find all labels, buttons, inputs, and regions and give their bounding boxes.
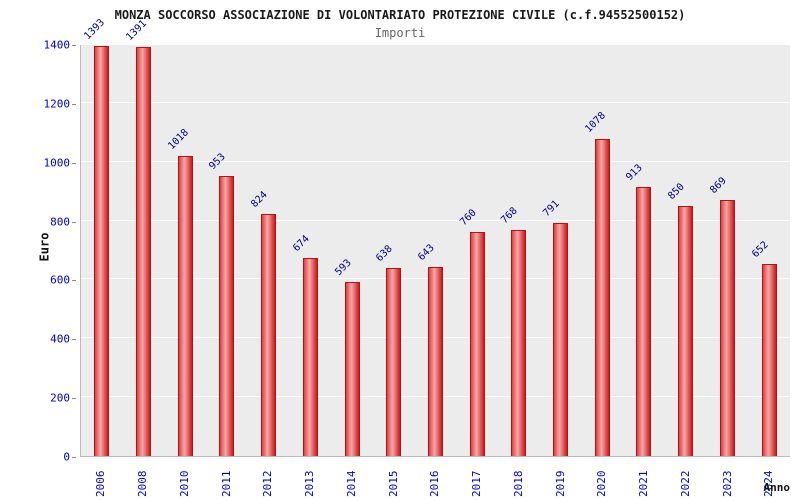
x-tick-label: 2006 bbox=[94, 470, 108, 498]
bar-value-label: 1078 bbox=[583, 109, 608, 135]
gridline bbox=[81, 101, 790, 103]
bar-value-label: 643 bbox=[416, 242, 437, 263]
x-tick-label: 2019 bbox=[553, 470, 567, 498]
bar-value-label: 760 bbox=[457, 207, 479, 229]
bar bbox=[136, 46, 152, 456]
y-tick-mark bbox=[72, 103, 76, 105]
y-tick-mark bbox=[72, 45, 76, 46]
y-tick-label: 600 bbox=[50, 273, 70, 287]
bar bbox=[219, 175, 235, 456]
bar bbox=[94, 46, 110, 456]
bar-value-label: 593 bbox=[332, 256, 354, 278]
bar bbox=[761, 264, 777, 456]
bar bbox=[427, 266, 443, 456]
bar bbox=[719, 200, 735, 456]
bar-value-label: 913 bbox=[624, 162, 646, 184]
x-tick-label: 2018 bbox=[511, 470, 525, 498]
bar bbox=[386, 268, 402, 456]
y-tick-label: 0 bbox=[63, 450, 70, 464]
bar-slot: 824 bbox=[249, 189, 277, 456]
y-tick-label: 800 bbox=[50, 215, 70, 229]
bar-slot: 913 bbox=[625, 163, 652, 456]
x-axis-title: Anno bbox=[763, 481, 791, 494]
bar-slot: 1393 bbox=[83, 17, 110, 456]
bar bbox=[511, 230, 527, 456]
bar bbox=[344, 281, 360, 456]
y-tick-mark bbox=[72, 457, 76, 458]
bar-value-label: 869 bbox=[708, 175, 729, 197]
bar bbox=[469, 232, 485, 456]
bar-slot: 674 bbox=[291, 233, 318, 456]
x-tick-label: 2011 bbox=[219, 470, 233, 498]
bar bbox=[177, 156, 193, 456]
x-tick-label: 2016 bbox=[428, 470, 442, 498]
bar-slot: 652 bbox=[750, 240, 777, 456]
bar-slot: 1391 bbox=[124, 18, 152, 456]
bar-value-label: 824 bbox=[249, 188, 270, 210]
x-tick-label: 2014 bbox=[344, 470, 358, 498]
plot-area: 1393 1391 1018 953 824 674 593 638 643 760 768 791 1… bbox=[80, 17, 790, 457]
bar-slot: 643 bbox=[416, 242, 443, 456]
y-tick-label: 1000 bbox=[43, 156, 71, 170]
bar-slot: 1078 bbox=[583, 110, 610, 456]
bar-value-label: 1018 bbox=[165, 127, 191, 153]
y-tick-label: 1200 bbox=[43, 97, 71, 111]
bar-value-label: 791 bbox=[541, 198, 562, 220]
y-axis: 0 200 400 600 800 1000 1200 1400 bbox=[0, 39, 76, 464]
x-tick-label: 2010 bbox=[177, 470, 191, 498]
x-tick-label: 2021 bbox=[637, 470, 651, 498]
x-tick-label: 2015 bbox=[386, 470, 400, 498]
y-axis-title: Euro bbox=[37, 232, 52, 262]
bar bbox=[261, 213, 277, 456]
x-tick-label: 2013 bbox=[303, 470, 317, 498]
bar-value-label: 674 bbox=[291, 233, 312, 254]
chart-subtitle: Importi bbox=[374, 26, 426, 40]
bar-slot: 593 bbox=[333, 257, 360, 456]
gridline bbox=[81, 43, 790, 44]
bar bbox=[594, 138, 610, 456]
y-tick-mark bbox=[72, 339, 76, 341]
x-tick-label: 2020 bbox=[595, 470, 609, 498]
bar-value-label: 953 bbox=[207, 150, 229, 172]
bar-value-label: 638 bbox=[374, 243, 396, 265]
y-tick-mark bbox=[72, 280, 76, 282]
x-tick-label: 2023 bbox=[720, 470, 734, 498]
y-tick-label: 400 bbox=[50, 332, 70, 346]
chart-title: MONZA SOCCORSO ASSOCIAZIONE DI VOLONTARI… bbox=[114, 8, 686, 22]
bar-value-label: 768 bbox=[499, 205, 521, 226]
bar-slot: 760 bbox=[458, 208, 485, 456]
bar bbox=[553, 223, 569, 456]
y-tick-mark bbox=[72, 162, 76, 164]
bar-slot: 638 bbox=[374, 244, 402, 456]
bar-value-label: 652 bbox=[749, 239, 771, 261]
y-tick-label: 200 bbox=[50, 391, 70, 405]
y-tick-mark bbox=[72, 398, 76, 400]
x-tick-label: 2008 bbox=[136, 470, 150, 498]
bar bbox=[302, 257, 318, 456]
x-tick-label: 2017 bbox=[470, 470, 484, 498]
bar-slot: 869 bbox=[708, 176, 735, 456]
bar-slot: 953 bbox=[208, 151, 235, 456]
bar-slot: 791 bbox=[541, 199, 569, 456]
bar-slot: 1018 bbox=[166, 128, 193, 456]
bar-value-label: 850 bbox=[666, 181, 687, 202]
x-tick-label: 2012 bbox=[261, 470, 275, 498]
bar-slot: 850 bbox=[666, 181, 694, 456]
y-tick-label: 1400 bbox=[43, 38, 71, 52]
bar bbox=[636, 187, 652, 456]
x-tick-label: 2022 bbox=[678, 470, 692, 498]
bar bbox=[678, 205, 694, 456]
y-tick-mark bbox=[72, 221, 76, 223]
bar-slot: 768 bbox=[500, 205, 527, 456]
x-axis: 2006 2008 2010 2011 2012 2013 2014 2015 2016 2017… bbox=[80, 459, 790, 499]
